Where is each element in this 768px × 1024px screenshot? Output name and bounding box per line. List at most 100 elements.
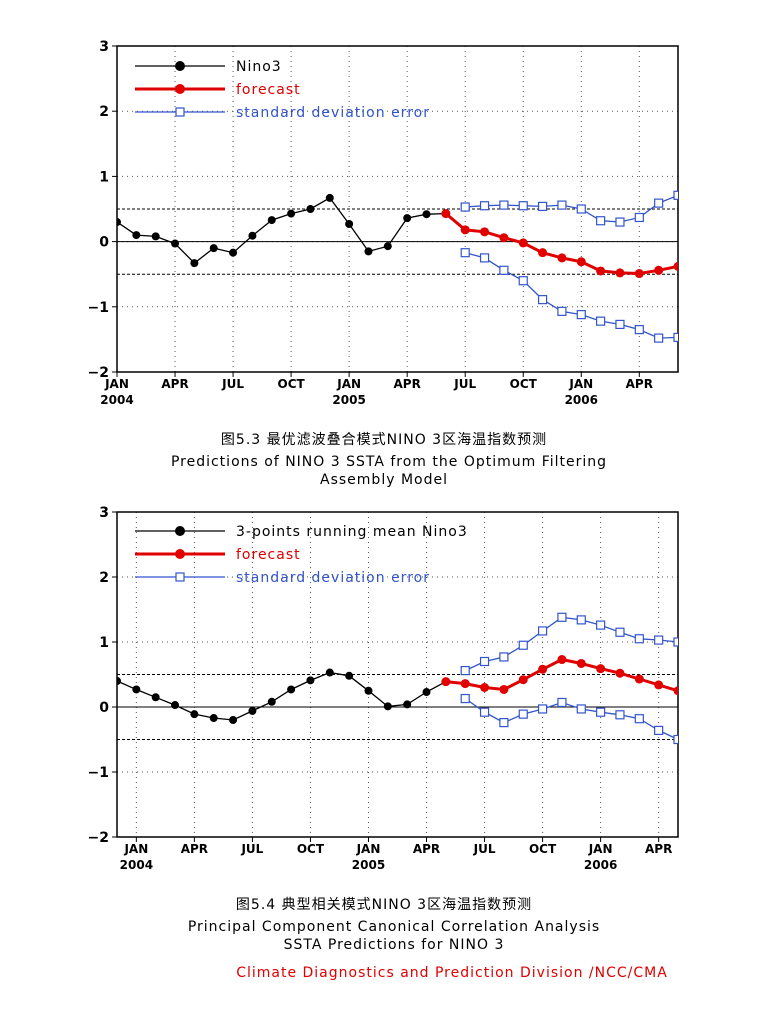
data-point-error <box>673 637 678 647</box>
data-point-error <box>518 640 528 650</box>
data-point-observed <box>364 247 373 256</box>
x-tick-label: APR <box>161 377 188 391</box>
data-point-observed <box>209 714 218 723</box>
data-point-error <box>654 198 664 208</box>
data-point-observed <box>229 716 238 724</box>
x-tick-label: JAN <box>356 842 381 856</box>
data-point-error <box>673 190 678 200</box>
x-tick-label: APR <box>181 842 208 856</box>
data-point-observed <box>248 706 257 715</box>
series-line-error <box>464 697 678 741</box>
data-point-observed <box>209 244 218 253</box>
data-point-observed <box>287 685 296 694</box>
data-point-error <box>615 627 625 637</box>
x-tick-label: APR <box>626 377 653 391</box>
x-tick-label: OCT <box>278 377 306 391</box>
data-point-error <box>634 714 644 724</box>
series-line-observed <box>117 197 446 264</box>
data-point-error <box>634 634 644 644</box>
data-point-observed <box>171 239 180 248</box>
legend-marker <box>175 84 185 94</box>
plot-frame <box>116 45 679 373</box>
data-point-error <box>537 626 548 636</box>
y-tick-label: 1 <box>99 169 109 185</box>
data-point-forecast <box>460 225 470 235</box>
data-point-forecast <box>499 233 509 243</box>
data-point-forecast <box>596 266 606 276</box>
data-point-forecast <box>654 265 664 275</box>
legend-label: standard deviation error <box>236 570 430 586</box>
data-point-forecast <box>615 268 625 278</box>
series-line-error <box>465 252 678 339</box>
data-point-error <box>654 635 664 645</box>
data-point-error <box>479 253 490 263</box>
data-point-error <box>537 295 548 305</box>
legend-label: 3-points running mean Nino3 <box>236 524 468 540</box>
chart1-caption-cn: 图5.3 最优滤波叠合模式NINO 3区海温指数预测 <box>221 432 547 448</box>
x-tick-label: JAN <box>588 842 613 856</box>
data-point-error <box>479 707 490 717</box>
data-point-forecast <box>518 238 528 248</box>
x-tick-label: APR <box>394 377 421 391</box>
chart2-caption-cn: 图5.4 典型相关模式NINO 3区海温指数预测 <box>236 897 532 913</box>
x-tick-label: JUL <box>221 377 244 391</box>
data-point-error <box>576 704 586 714</box>
y-tick-label: −1 <box>88 765 109 781</box>
data-point-error <box>557 697 567 708</box>
data-point-forecast <box>538 248 548 258</box>
data-point-forecast <box>596 664 606 674</box>
data-point-observed <box>306 205 315 213</box>
data-point-forecast <box>480 227 490 237</box>
data-point-error <box>460 693 470 704</box>
data-point-forecast <box>634 674 644 684</box>
y-tick-label: 3 <box>99 505 109 521</box>
credit-text: Climate Diagnostics and Prediction Divis… <box>236 965 668 981</box>
data-point-error <box>499 265 509 275</box>
chart1-caption-en-2: Assembly Model <box>320 472 448 488</box>
data-point-forecast <box>673 261 678 271</box>
data-point-observed <box>306 676 315 685</box>
data-point-error <box>557 612 567 622</box>
series-line-observed <box>117 671 447 721</box>
x-tick-label: APR <box>645 842 672 856</box>
x-tick-label: JUL <box>453 377 476 391</box>
data-point-error <box>460 665 470 676</box>
data-point-observed <box>267 697 276 706</box>
data-point-observed <box>325 668 334 677</box>
data-point-error <box>673 332 678 343</box>
data-point-observed <box>345 671 354 680</box>
data-point-observed <box>151 693 160 702</box>
x-tick-year-label: 2005 <box>332 393 365 407</box>
chart2-caption-en-2: SSTA Predictions for NINO 3 <box>284 937 505 953</box>
data-point-error <box>557 200 567 210</box>
data-point-forecast <box>499 684 509 694</box>
data-point-error <box>479 201 490 211</box>
data-point-observed <box>364 686 373 695</box>
data-point-forecast <box>480 683 490 692</box>
y-tick-label: 2 <box>99 104 109 120</box>
legend-label: forecast <box>236 82 301 98</box>
y-tick-label: 0 <box>99 700 109 716</box>
data-point-forecast <box>557 655 567 665</box>
data-point-error <box>479 656 490 667</box>
chart1-caption-en-1: Predictions of NINO 3 SSTA from the Opti… <box>171 454 607 470</box>
y-tick-label: −2 <box>88 830 109 846</box>
legend-marker <box>175 572 185 582</box>
data-point-observed <box>403 700 412 709</box>
data-point-error <box>537 201 548 211</box>
legend-label: standard deviation error <box>236 105 430 121</box>
data-point-forecast <box>576 257 586 267</box>
data-point-error <box>596 620 606 630</box>
data-point-observed <box>287 209 296 218</box>
data-point-observed <box>132 685 141 694</box>
chart-nino3-pcca: 3 2 1 0 −1 −2 JAN 2004 APR JUL OCT JAN 2005 APR JUL OCT… <box>88 505 679 872</box>
data-point-error <box>460 248 470 258</box>
data-point-error <box>537 704 548 714</box>
data-point-error <box>596 216 606 226</box>
data-point-observed <box>117 218 121 227</box>
data-point-forecast <box>557 253 567 263</box>
chart2-caption-en-1: Principal Component Canonical Correlatio… <box>188 919 600 935</box>
data-point-forecast <box>518 675 528 685</box>
data-point-error <box>654 725 664 736</box>
